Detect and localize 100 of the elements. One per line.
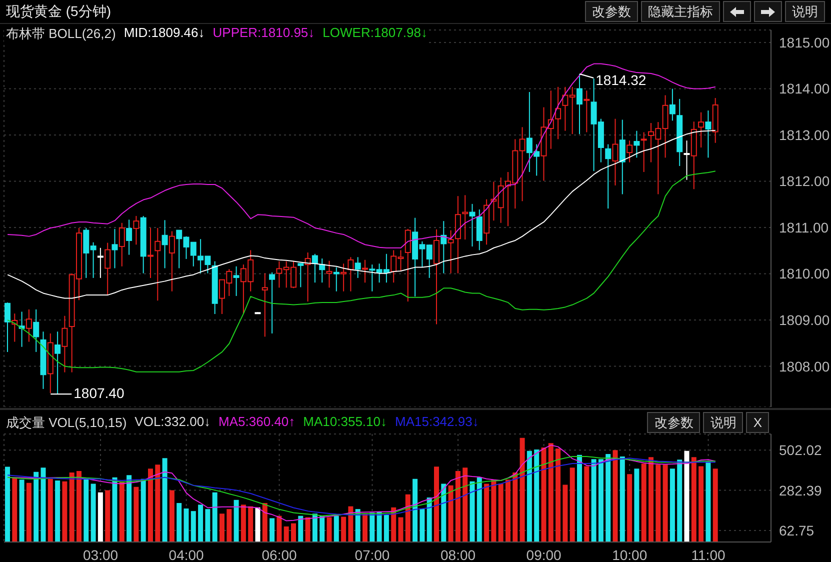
bar — [112, 477, 118, 542]
candlestick — [262, 272, 268, 338]
candlestick — [619, 119, 626, 195]
x-tick-label: 07:00 — [354, 546, 390, 562]
candlestick — [326, 260, 332, 288]
bar — [55, 480, 60, 542]
bar — [384, 514, 389, 542]
text: MID:1809.46↓ — [124, 25, 205, 42]
y-tick-label: 1810.00 — [779, 266, 830, 282]
bar — [606, 454, 611, 542]
bar — [355, 509, 360, 542]
candlestick — [126, 219, 132, 256]
bar — [220, 514, 224, 542]
bar — [291, 523, 296, 542]
x-tick-label: 08:00 — [440, 546, 476, 562]
bar — [612, 450, 618, 542]
bar — [698, 466, 704, 542]
candlestick — [626, 140, 633, 163]
legend-title: 布林带 BOLL(26,2) — [6, 25, 116, 43]
bar — [348, 506, 354, 542]
text: UPPER:1810.95↓ — [212, 25, 315, 42]
bar — [169, 490, 174, 542]
x-tick-label: 04:00 — [168, 546, 204, 562]
candlestick — [269, 272, 276, 334]
bar — [577, 454, 582, 542]
bar — [470, 481, 475, 542]
bar — [412, 478, 418, 542]
bar — [62, 481, 68, 542]
bar — [526, 450, 532, 542]
text: 隐藏主指标 — [641, 1, 720, 22]
bar — [326, 517, 332, 542]
candlestick — [469, 203, 476, 247]
candlestick — [634, 130, 640, 158]
bar — [691, 457, 696, 542]
bar — [190, 511, 196, 542]
bar — [270, 518, 275, 542]
bar — [420, 509, 425, 542]
bar — [712, 468, 718, 542]
bar — [320, 516, 325, 542]
x-tick-label: 11:00 — [691, 546, 726, 562]
bar — [677, 460, 682, 542]
bar — [298, 516, 304, 542]
candlestick — [333, 266, 340, 292]
candlestick — [476, 208, 482, 251]
bar — [155, 464, 160, 542]
candlestick — [118, 222, 125, 267]
bar — [12, 477, 18, 542]
bar — [69, 472, 74, 542]
bar — [140, 478, 146, 542]
bar — [462, 468, 468, 542]
candlestick — [148, 227, 154, 278]
y-tick-label: 1814.00 — [779, 80, 830, 97]
text: X — [746, 412, 769, 433]
bar — [584, 466, 590, 542]
chart-title: 现货黄金 (5分钟) — [6, 2, 111, 20]
bar — [198, 504, 204, 542]
x-tick-label: 09:00 — [526, 546, 562, 562]
bar — [119, 481, 124, 542]
y-tick-label: 1813.00 — [779, 126, 830, 143]
candlestick — [62, 315, 68, 373]
bar — [255, 507, 260, 542]
bar — [426, 498, 432, 542]
candlestick — [104, 242, 111, 296]
bar — [105, 490, 110, 542]
bar — [598, 459, 604, 542]
candlestick — [4, 302, 10, 352]
bar — [506, 480, 510, 542]
bar — [90, 484, 96, 542]
candlestick — [112, 228, 118, 269]
annotation: 1814.32 — [596, 72, 646, 88]
candlestick — [154, 227, 161, 302]
bar — [334, 516, 339, 542]
bar — [26, 482, 32, 542]
x-tick-label: 03:00 — [83, 546, 118, 562]
x-tick-label: 06:00 — [262, 546, 297, 562]
candlestick — [612, 118, 618, 186]
bar — [226, 509, 232, 542]
bar — [534, 450, 540, 542]
candlestick — [362, 259, 368, 284]
bar — [498, 484, 504, 542]
y-tick-label: 1815.00 — [779, 34, 830, 50]
bar — [34, 472, 39, 542]
bar — [234, 500, 239, 542]
bar — [305, 517, 310, 542]
bar — [620, 456, 625, 542]
candlestick — [705, 110, 712, 158]
bar — [126, 475, 132, 542]
candlestick — [605, 144, 612, 210]
bar — [134, 486, 139, 542]
bar — [684, 450, 690, 542]
text: MA10:355.10↓ — [303, 414, 387, 431]
bar — [548, 443, 554, 542]
text: 改参数 — [647, 412, 700, 433]
bar — [706, 461, 711, 542]
y-tick-label: 1811.00 — [779, 219, 829, 236]
bar — [362, 514, 368, 542]
bar — [312, 514, 318, 542]
candlestick — [684, 140, 690, 180]
annotation: 1807.40 — [74, 384, 124, 401]
candlestick — [340, 263, 347, 292]
